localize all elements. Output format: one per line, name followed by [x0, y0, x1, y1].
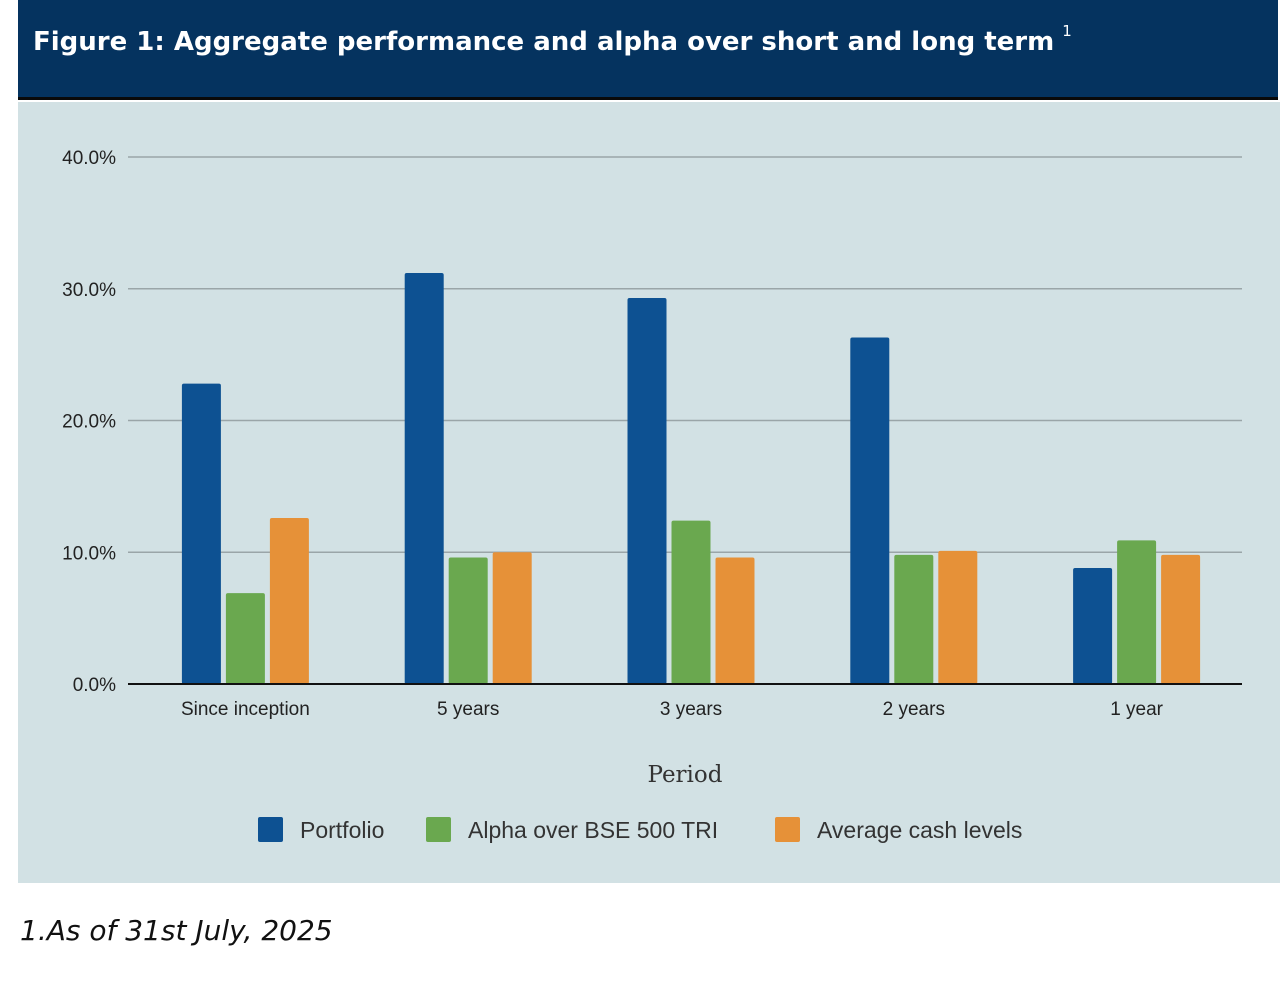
- bar: [894, 554, 934, 684]
- x-tick-label: 5 years: [437, 699, 499, 720]
- x-axis-label: Period: [648, 762, 723, 788]
- bar: [627, 297, 667, 684]
- legend-label: Alpha over BSE 500 TRI: [468, 817, 718, 843]
- bar: [850, 337, 890, 684]
- bar: [938, 550, 978, 684]
- bar: [404, 272, 444, 684]
- title-superscript: 1: [1062, 22, 1072, 40]
- legend-swatch: [426, 817, 451, 842]
- bar: [715, 557, 755, 684]
- y-tick-label: 30.0%: [62, 280, 116, 301]
- bar: [1161, 554, 1201, 684]
- footnote: 1.As of 31st July, 2025: [20, 914, 333, 947]
- y-tick-label: 10.0%: [62, 543, 116, 564]
- bar: [448, 557, 488, 684]
- y-tick-label: 20.0%: [62, 412, 116, 433]
- legend-label: Portfolio: [300, 817, 384, 843]
- y-tick-label: 0.0%: [73, 675, 116, 696]
- figure-title-text: Figure 1: Aggregate performance and alph…: [33, 27, 1055, 57]
- bar: [269, 517, 309, 684]
- bar: [1073, 568, 1113, 684]
- bar: [671, 520, 711, 684]
- bar: [1117, 540, 1157, 684]
- legend-swatch: [775, 817, 800, 842]
- legend-swatch: [258, 817, 283, 842]
- x-tick-label: 2 years: [883, 699, 945, 720]
- x-tick-label: 3 years: [660, 699, 722, 720]
- bar: [492, 552, 532, 684]
- bar: [225, 593, 265, 684]
- legend-label: Average cash levels: [817, 817, 1022, 843]
- y-tick-label: 40.0%: [62, 148, 116, 169]
- figure-title: Figure 1: Aggregate performance and alph…: [33, 22, 1072, 57]
- x-tick-label: 1 year: [1110, 699, 1163, 720]
- bar: [181, 383, 221, 684]
- x-tick-label: Since inception: [181, 699, 310, 720]
- figure-header: Figure 1: Aggregate performance and alph…: [18, 0, 1278, 100]
